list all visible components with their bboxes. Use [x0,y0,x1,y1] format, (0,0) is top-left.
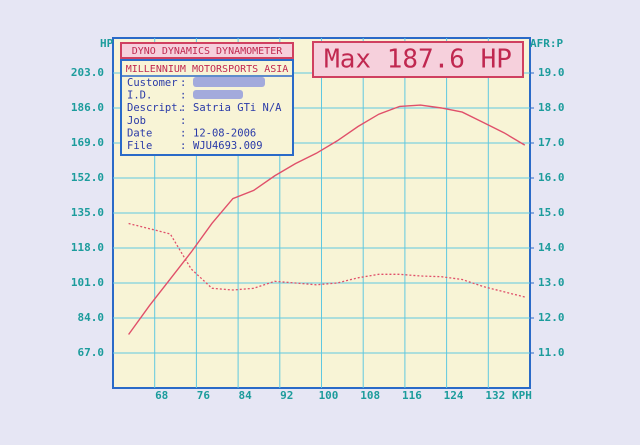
info-separator: : [180,77,186,89]
y-tick-label: 118.0 [71,241,104,254]
y2-tick-label: 19.0 [538,66,565,79]
x-tick-label: 84 [238,389,252,402]
info-value: Satria GTi N/A [193,102,282,114]
y-tick-label: 152.0 [71,171,104,184]
x-tick-label: 76 [197,389,211,402]
info-label: I.D. [127,90,152,102]
x-tick-label: 124 [444,389,464,402]
info-separator: : [180,140,186,152]
redacted-id [193,90,243,99]
y-tick-label: 67.0 [78,346,105,359]
y-tick-label: 203.0 [71,66,104,79]
y2-tick-label: 17.0 [538,136,565,149]
series-line [128,222,525,298]
series-line [128,104,526,335]
y2-tick-label: 16.0 [538,171,565,184]
y2-tick-label: 15.0 [538,206,565,219]
max-box [312,41,524,78]
max-label: Max 187.6 HP [324,45,512,75]
x-tick-label: 108 [360,389,380,402]
info-separator: : [180,115,186,127]
y2-tick-label: 12.0 [538,311,565,324]
title-box [120,42,294,59]
info-label: Date [127,127,152,139]
y-tick-label: 169.0 [71,136,104,149]
y-axis-title: HP [100,37,114,50]
x-tick-label: 92 [280,389,293,402]
y-tick-label: 101.0 [71,276,104,289]
y2-axis-title: AFR:P [530,37,563,50]
lines [128,104,526,335]
y-tick-label: 84.0 [78,311,105,324]
y2-tick-label: 13.0 [538,276,565,289]
x-tick-label: 100 [319,389,339,402]
info-label: Customer [127,77,178,89]
y2-tick-label: 18.0 [538,101,565,114]
y2-tick-label: 11.0 [538,346,565,359]
info-label: Descript. [127,102,184,114]
x-tick-label: 132 [485,389,505,402]
x-tick-label: 68 [155,389,168,402]
info-label: Job [127,115,146,127]
redacted-customer [193,77,265,87]
y2-tick-label: 14.0 [538,241,565,254]
info-separator: : [180,90,186,102]
info-value: WJU4693.009 [193,140,263,152]
x-axis-title: KPH [512,389,532,402]
info-rows: Customer:I.D.:Descript.: Satria GTi N/AJo… [127,77,282,152]
y-tick-label: 186.0 [71,101,104,114]
info-value: 12-08-2006 [193,127,256,139]
info-label: File [127,140,152,152]
x-tick-label: 116 [402,389,422,402]
info-heading: MILLENNIUM MOTORSPORTS ASIA [126,64,289,75]
y-tick-label: 135.0 [71,206,104,219]
info-separator: : [180,102,186,114]
chart-title: DYNO DYNAMICS DYNAMOMETER [132,46,283,57]
info-separator: : [180,127,186,139]
